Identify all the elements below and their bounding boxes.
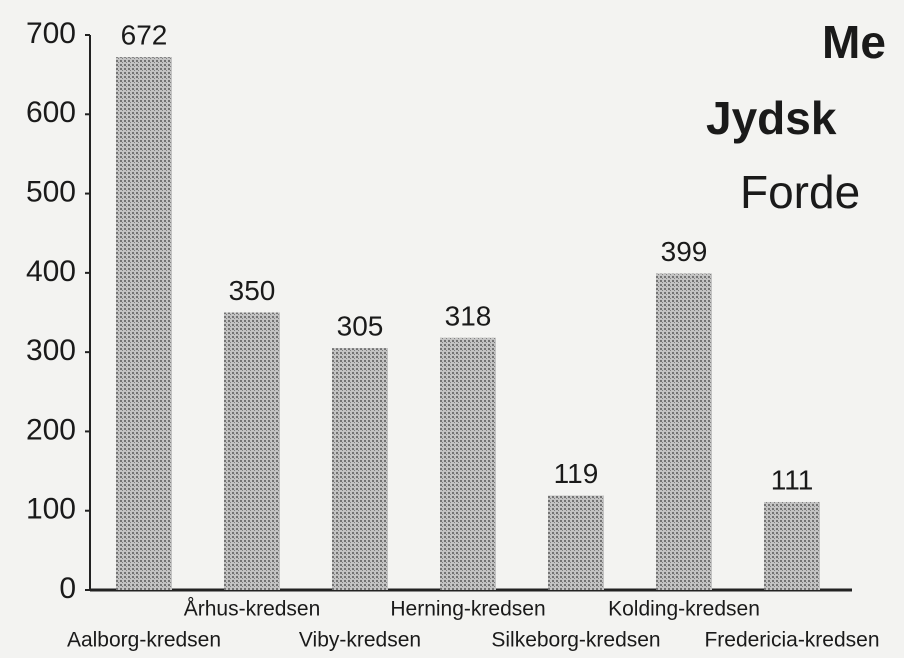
y-tick-label: 200 (26, 413, 76, 446)
y-tick-label: 0 (59, 572, 76, 605)
bar-texture (548, 495, 604, 590)
bar-texture (332, 348, 388, 590)
title-line: Jydsk (706, 92, 837, 144)
x-tick-label: Fredericia-kredsen (704, 629, 879, 652)
value-label: 672 (121, 20, 168, 51)
y-tick-label: 400 (26, 255, 76, 288)
x-tick-label: Kolding-kredsen (608, 598, 760, 621)
title-line: Me (822, 16, 886, 68)
x-tick-label: Aalborg-kredsen (67, 629, 221, 652)
title-line: Forde (740, 166, 860, 218)
x-tick-label: Viby-kredsen (299, 629, 421, 652)
value-label: 399 (661, 236, 708, 267)
x-tick-label: Herning-kredsen (390, 598, 545, 621)
y-tick-label: 100 (26, 493, 76, 526)
y-tick-label: 500 (26, 175, 76, 208)
bar-texture (440, 337, 496, 590)
y-tick-label: 700 (26, 17, 76, 50)
y-tick-label: 300 (26, 334, 76, 367)
value-label: 318 (445, 300, 492, 331)
bar-texture (224, 312, 280, 590)
value-label: 350 (229, 275, 276, 306)
bar-texture (116, 57, 172, 590)
value-label: 305 (337, 311, 384, 342)
bar-texture (764, 501, 820, 590)
value-label: 111 (771, 464, 814, 495)
value-label: 119 (554, 458, 599, 489)
y-tick-label: 600 (26, 96, 76, 129)
x-tick-label: Silkeborg-kredsen (491, 629, 660, 652)
x-tick-label: Århus-kredsen (184, 598, 321, 621)
bar-texture (656, 273, 712, 590)
